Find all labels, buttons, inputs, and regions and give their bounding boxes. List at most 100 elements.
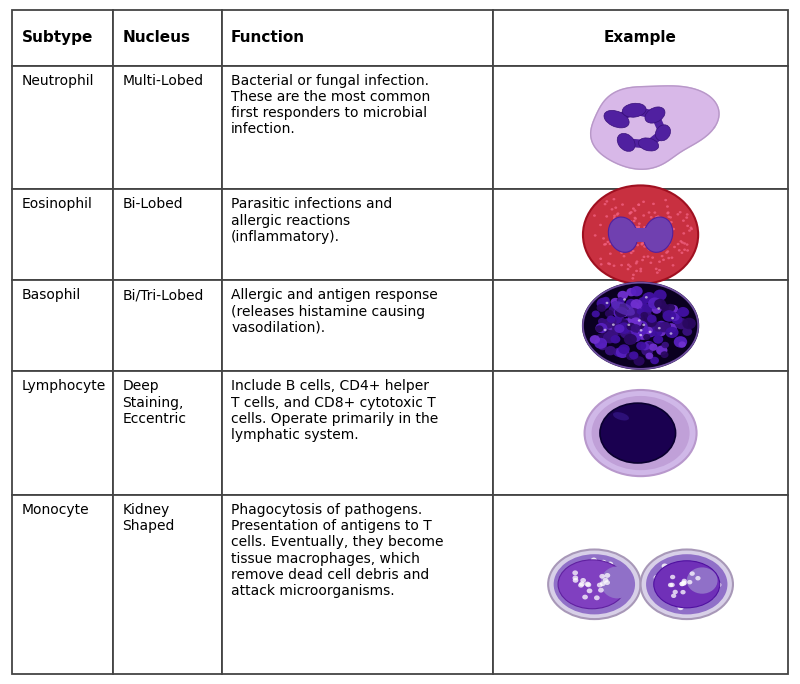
Circle shape — [666, 233, 669, 235]
Circle shape — [670, 308, 680, 317]
Circle shape — [651, 256, 654, 259]
Circle shape — [598, 318, 606, 325]
Circle shape — [634, 356, 645, 366]
Circle shape — [636, 322, 645, 330]
Circle shape — [608, 317, 617, 325]
Circle shape — [649, 330, 651, 333]
Circle shape — [682, 580, 689, 586]
Circle shape — [599, 574, 605, 579]
Circle shape — [614, 233, 617, 235]
Circle shape — [634, 310, 643, 318]
Circle shape — [635, 262, 638, 265]
Circle shape — [596, 334, 604, 341]
Circle shape — [613, 316, 622, 324]
Circle shape — [619, 309, 629, 317]
Circle shape — [690, 571, 695, 576]
Circle shape — [675, 318, 688, 330]
Circle shape — [642, 256, 646, 258]
Circle shape — [666, 327, 678, 338]
Circle shape — [572, 570, 578, 575]
Circle shape — [635, 226, 638, 228]
Circle shape — [647, 324, 658, 333]
Circle shape — [638, 235, 641, 237]
Circle shape — [666, 323, 677, 333]
Circle shape — [646, 224, 650, 226]
Circle shape — [641, 343, 650, 350]
Circle shape — [602, 329, 612, 338]
Circle shape — [652, 202, 655, 205]
Text: Neutrophil: Neutrophil — [22, 74, 94, 88]
Circle shape — [638, 234, 640, 237]
Bar — [12, 280, 113, 371]
Circle shape — [616, 244, 619, 246]
Circle shape — [605, 346, 616, 356]
Circle shape — [639, 334, 642, 337]
Circle shape — [626, 323, 635, 330]
Circle shape — [666, 205, 669, 208]
Circle shape — [654, 289, 666, 301]
Circle shape — [662, 564, 668, 569]
Circle shape — [603, 244, 606, 246]
Circle shape — [570, 584, 576, 590]
Circle shape — [596, 568, 602, 573]
Circle shape — [658, 307, 660, 310]
Circle shape — [614, 326, 625, 336]
Circle shape — [637, 203, 640, 206]
Circle shape — [634, 239, 638, 242]
Circle shape — [648, 298, 662, 309]
Circle shape — [637, 235, 640, 237]
Circle shape — [606, 330, 618, 340]
Circle shape — [591, 581, 597, 586]
Circle shape — [614, 324, 625, 333]
Circle shape — [666, 304, 675, 312]
Circle shape — [656, 272, 658, 274]
Circle shape — [612, 323, 624, 333]
Ellipse shape — [646, 554, 727, 614]
Circle shape — [652, 236, 655, 239]
Circle shape — [613, 322, 626, 333]
Circle shape — [650, 261, 652, 264]
Circle shape — [632, 250, 634, 252]
Circle shape — [647, 248, 650, 250]
Circle shape — [634, 239, 636, 242]
Polygon shape — [590, 86, 719, 169]
Circle shape — [682, 579, 687, 583]
Circle shape — [666, 212, 670, 215]
Circle shape — [670, 256, 674, 259]
Circle shape — [646, 236, 649, 238]
Circle shape — [638, 204, 640, 206]
Circle shape — [594, 338, 607, 349]
Circle shape — [613, 265, 615, 267]
Circle shape — [635, 269, 638, 272]
Ellipse shape — [612, 301, 635, 316]
Circle shape — [623, 298, 626, 301]
Circle shape — [627, 324, 630, 326]
Circle shape — [598, 588, 604, 592]
Circle shape — [670, 583, 674, 587]
Circle shape — [639, 233, 642, 235]
Circle shape — [641, 243, 643, 246]
Circle shape — [626, 299, 637, 308]
Circle shape — [598, 343, 607, 350]
Circle shape — [589, 581, 595, 587]
Circle shape — [654, 322, 662, 328]
Circle shape — [613, 217, 616, 220]
Circle shape — [664, 199, 667, 201]
Circle shape — [662, 310, 676, 321]
Circle shape — [643, 334, 650, 340]
Circle shape — [630, 252, 633, 254]
Circle shape — [634, 233, 637, 235]
Text: Allergic and antigen response
(releases histamine causing
vasodilation).: Allergic and antigen response (releases … — [231, 289, 438, 334]
Circle shape — [637, 330, 649, 340]
Circle shape — [632, 241, 635, 244]
Bar — [222, 189, 493, 280]
Circle shape — [646, 329, 655, 337]
Text: Phagocytosis of pathogens.
Presentation of antigens to T
cells. Eventually, they: Phagocytosis of pathogens. Presentation … — [231, 503, 444, 598]
Circle shape — [594, 600, 601, 605]
Circle shape — [639, 270, 642, 272]
Circle shape — [642, 324, 650, 331]
Circle shape — [630, 223, 632, 226]
Circle shape — [638, 321, 646, 327]
Circle shape — [639, 328, 646, 334]
Circle shape — [658, 261, 661, 263]
